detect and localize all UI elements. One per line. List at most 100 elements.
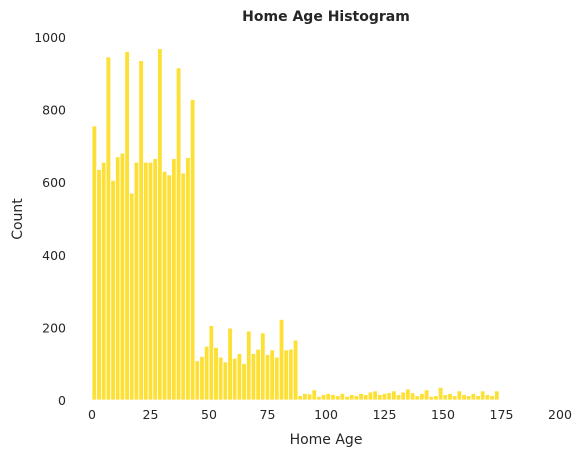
bars-group — [91, 48, 500, 401]
x-tick-label: 125 — [373, 407, 397, 422]
histogram-bar — [480, 390, 486, 401]
histogram-bar — [175, 67, 182, 401]
histogram-bar — [395, 394, 402, 401]
histogram-bar — [232, 357, 238, 401]
histogram-bar — [199, 356, 205, 401]
histogram-bar — [433, 395, 439, 401]
histogram-bar — [339, 393, 346, 401]
histogram-bar — [110, 179, 116, 401]
histogram-bar — [484, 394, 491, 401]
histogram-bar — [428, 395, 435, 401]
x-tick-label: 175 — [490, 407, 514, 422]
histogram-bar — [320, 394, 327, 401]
y-tick-label: 1000 — [34, 30, 66, 45]
x-axis-label: Home Age — [290, 432, 363, 448]
histogram-bar — [297, 395, 304, 401]
histogram-bar — [409, 392, 416, 401]
x-tick-labels: 0 25 50 75 100 125 150 175 200 — [88, 407, 572, 422]
histogram-bar — [367, 391, 374, 401]
histogram-bar — [105, 56, 112, 401]
histogram-bar — [115, 156, 121, 401]
histogram-bar — [348, 394, 355, 401]
histogram-bar — [96, 169, 102, 401]
y-tick-label: 800 — [42, 103, 66, 118]
histogram-bar — [143, 161, 149, 401]
histogram-bar — [489, 395, 495, 401]
histogram-bar — [250, 353, 257, 401]
histogram-bar — [194, 360, 201, 401]
histogram-bar — [414, 395, 420, 401]
histogram-bar — [217, 356, 224, 401]
y-tick-label: 600 — [42, 175, 66, 190]
histogram-bar — [386, 392, 392, 401]
histogram-bar — [227, 327, 233, 401]
histogram-bar — [306, 393, 313, 401]
histogram-bar — [358, 393, 364, 401]
histogram-bar — [246, 330, 252, 401]
histogram-bar — [185, 157, 191, 401]
histogram-bar — [100, 161, 107, 401]
histogram-bar — [203, 345, 210, 401]
histogram-bar — [283, 349, 289, 401]
histogram-bar — [451, 395, 458, 401]
histogram-bar — [470, 393, 477, 401]
histogram-bar — [274, 356, 280, 401]
histogram-bar — [119, 152, 126, 401]
histogram-bar — [311, 389, 318, 401]
histogram-bar — [292, 339, 299, 401]
histogram-bar — [316, 395, 322, 401]
histogram-bar — [180, 172, 187, 401]
histogram-bar — [400, 391, 406, 401]
histogram-bar — [91, 125, 98, 401]
histogram-bar — [208, 325, 215, 401]
histogram-bar — [475, 395, 481, 401]
x-tick-label: 0 — [88, 407, 96, 422]
histogram-bar — [152, 158, 158, 401]
histogram-bar — [269, 349, 275, 401]
histogram-bar — [381, 393, 388, 401]
x-tick-label: 150 — [431, 407, 455, 422]
histogram-bar — [260, 332, 266, 401]
histogram-bar — [124, 51, 130, 401]
histogram-bar — [171, 158, 177, 401]
histogram-bar — [353, 395, 360, 401]
histogram-bar — [391, 390, 397, 401]
y-tick-labels: 0 200 400 600 800 1000 — [34, 30, 66, 408]
histogram-bar — [334, 395, 341, 401]
histogram-bar — [213, 346, 219, 401]
chart-title: Home Age Histogram — [242, 9, 410, 25]
histogram-bar — [189, 99, 196, 401]
histogram-bar — [264, 354, 271, 401]
histogram-bar — [405, 388, 411, 401]
histogram-bar — [344, 395, 350, 401]
histogram-bar — [129, 192, 135, 401]
histogram-bar — [288, 348, 294, 401]
histogram-bar — [372, 390, 378, 401]
y-axis-label: Count — [10, 198, 26, 240]
histogram-bar — [236, 353, 243, 401]
histogram-bar — [377, 394, 383, 401]
histogram-bar — [465, 395, 472, 401]
histogram-bar — [363, 394, 369, 401]
histogram-bar — [222, 361, 229, 401]
histogram-bar — [437, 386, 444, 401]
histogram-bar — [494, 390, 500, 401]
histogram-bar — [157, 48, 163, 401]
x-tick-label: 50 — [201, 407, 217, 422]
histogram-bar — [241, 363, 247, 401]
x-tick-label: 200 — [548, 407, 572, 422]
histogram-bar — [161, 170, 168, 401]
histogram-bar — [325, 393, 332, 401]
histogram-bar — [447, 393, 453, 401]
histogram-bar — [133, 161, 140, 401]
histogram-bar — [302, 393, 308, 401]
y-tick-label: 400 — [42, 248, 66, 263]
histogram-bar — [423, 389, 430, 401]
histogram-bar — [255, 348, 261, 401]
y-tick-label: 200 — [42, 320, 66, 335]
histogram-bar — [166, 174, 172, 401]
histogram-bar — [456, 390, 463, 401]
histogram-bar — [419, 393, 425, 401]
histogram-bar — [138, 60, 144, 401]
